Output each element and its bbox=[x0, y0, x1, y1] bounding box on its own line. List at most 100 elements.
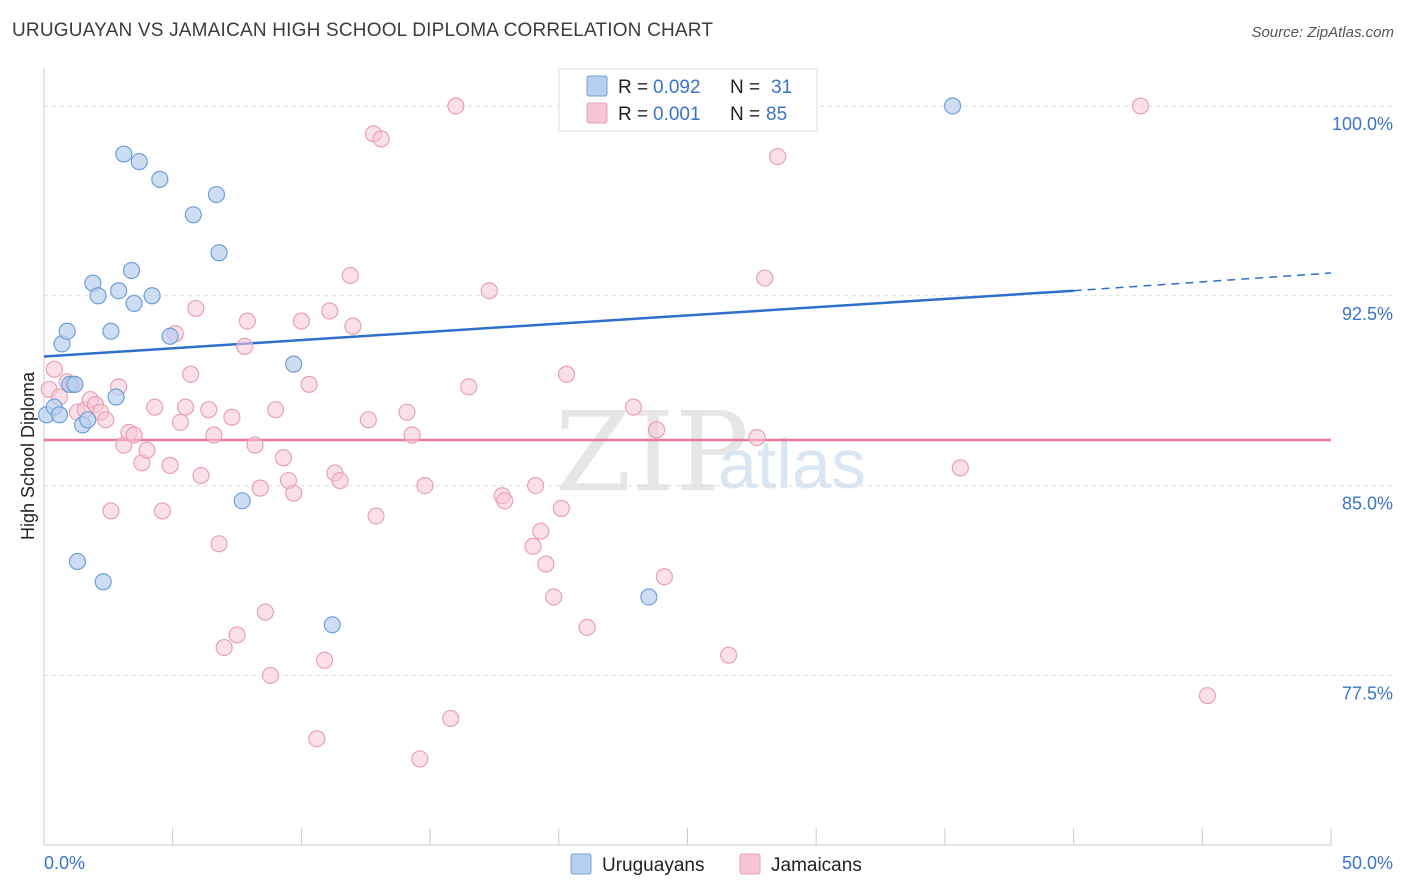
uruguayan-point bbox=[130, 153, 148, 171]
jamaican-point bbox=[274, 449, 292, 467]
y-tick-label: 92.5% bbox=[1342, 304, 1393, 324]
jamaican-point bbox=[161, 456, 179, 474]
uruguayan-point bbox=[285, 355, 303, 373]
jamaican-point bbox=[138, 441, 156, 459]
source-label: Source: ZipAtlas.com bbox=[1251, 24, 1394, 41]
jamaican-point bbox=[527, 477, 545, 495]
uruguayan-point bbox=[89, 287, 107, 305]
uruguayan-point bbox=[110, 282, 128, 300]
jamaican-point bbox=[537, 555, 555, 573]
jamaican-point bbox=[192, 466, 210, 485]
uruguayan-point bbox=[122, 261, 141, 280]
jamaican-point bbox=[236, 337, 254, 356]
jamaican-point bbox=[1198, 687, 1217, 705]
legend-n-label-2: N = bbox=[730, 104, 760, 125]
uruguayan-point bbox=[207, 185, 226, 204]
bottom-legend-label-uruguayans: Uruguayans bbox=[602, 855, 704, 876]
uruguayan-point bbox=[125, 294, 143, 312]
jamaican-point bbox=[228, 626, 246, 644]
y-tick-label: 77.5% bbox=[1342, 683, 1393, 703]
bottom-legend-label-jamaicans: Jamaicans bbox=[771, 855, 862, 876]
uruguayan-point bbox=[151, 170, 169, 188]
uruguayan-point bbox=[107, 388, 125, 406]
jamaican-point bbox=[442, 709, 460, 728]
jamaican-point bbox=[200, 401, 218, 419]
jamaican-points bbox=[40, 97, 1217, 768]
bottom-legend-swatch-uruguayans bbox=[570, 853, 592, 875]
jamaican-point bbox=[398, 403, 416, 421]
jamaican-point bbox=[545, 588, 563, 606]
uruguayan-point bbox=[79, 411, 97, 429]
uruguayan-point bbox=[184, 206, 202, 224]
jamaican-point bbox=[344, 317, 362, 335]
jamaican-point bbox=[1131, 97, 1150, 115]
legend-r-label-1: R = bbox=[618, 77, 648, 98]
jamaican-point bbox=[748, 428, 766, 447]
jamaican-point bbox=[359, 411, 377, 429]
jamaican-point bbox=[45, 360, 63, 378]
jamaican-point bbox=[951, 459, 969, 477]
uruguayan-point bbox=[50, 406, 69, 424]
jamaican-point bbox=[624, 398, 643, 416]
legend-n-value-1: 31 bbox=[771, 77, 792, 98]
jamaican-point bbox=[552, 499, 570, 517]
jamaican-point bbox=[496, 492, 514, 510]
jamaican-point bbox=[447, 97, 465, 115]
uruguayan-point bbox=[944, 97, 962, 115]
jamaican-point bbox=[267, 401, 285, 419]
uruguayan-point bbox=[94, 573, 112, 591]
jamaican-point bbox=[315, 651, 334, 669]
uruguayan-point bbox=[210, 244, 228, 262]
stats-legend: R = 0.092 N = 31 R = 0.001 N = 85 bbox=[558, 68, 818, 132]
bottom-legend-swatch-jamaicans bbox=[739, 853, 761, 875]
jamaican-point bbox=[182, 365, 200, 383]
jamaican-point bbox=[331, 471, 349, 490]
jamaican-point bbox=[215, 638, 233, 657]
legend-r-label-2: R = bbox=[618, 104, 648, 125]
jamaican-point bbox=[187, 299, 205, 318]
legend-r-value-2: 0.001 bbox=[653, 104, 701, 125]
uruguayan-point bbox=[68, 552, 87, 571]
legend-n-label-1: N = bbox=[730, 77, 760, 98]
jamaican-point bbox=[205, 426, 223, 444]
jamaican-point bbox=[223, 408, 241, 426]
jamaican-point bbox=[403, 426, 421, 444]
legend-r-value-1: 0.092 bbox=[653, 77, 701, 98]
jamaican-point bbox=[125, 426, 143, 444]
uruguayan-point bbox=[102, 322, 120, 340]
trend-line-uruguayans bbox=[43, 289, 1074, 358]
jamaican-point bbox=[261, 666, 280, 685]
uruguayan-points bbox=[37, 97, 962, 634]
trend-line-uruguayans-extension bbox=[1073, 272, 1332, 292]
jamaican-point bbox=[532, 522, 550, 540]
jamaican-point bbox=[153, 502, 172, 520]
chart-title: URUGUAYAN VS JAMAICAN HIGH SCHOOL DIPLOM… bbox=[12, 20, 714, 41]
jamaican-point bbox=[321, 302, 339, 320]
jamaican-point bbox=[578, 618, 596, 636]
jamaican-point bbox=[246, 436, 264, 454]
legend-swatch-jamaicans bbox=[586, 102, 608, 124]
jamaican-point bbox=[251, 479, 269, 497]
uruguayan-point bbox=[161, 327, 179, 345]
watermark-zip: ZIP bbox=[555, 388, 749, 516]
jamaican-point bbox=[557, 365, 576, 383]
jamaican-point bbox=[720, 646, 738, 664]
jamaican-point bbox=[372, 130, 390, 148]
jamaican-point bbox=[416, 477, 434, 495]
uruguayan-point bbox=[640, 588, 658, 606]
tick-labels: 77.5% 85.0% 92.5% 100.0% bbox=[1332, 114, 1393, 703]
uruguayan-point bbox=[323, 616, 341, 634]
y-tick-label: 85.0% bbox=[1342, 494, 1393, 514]
jamaican-point bbox=[367, 507, 385, 525]
series-legend: Uruguayans Jamaicans bbox=[570, 853, 862, 876]
jamaican-point bbox=[655, 568, 673, 586]
jamaican-point bbox=[171, 413, 190, 431]
uruguayan-point bbox=[66, 375, 84, 393]
watermark-atlas: atlas bbox=[718, 425, 866, 503]
jamaican-point bbox=[648, 421, 666, 439]
x-tick-label-min: 0.0% bbox=[44, 853, 85, 873]
jamaican-point bbox=[411, 750, 429, 768]
jamaican-point bbox=[308, 730, 326, 748]
jamaican-point bbox=[285, 484, 303, 502]
